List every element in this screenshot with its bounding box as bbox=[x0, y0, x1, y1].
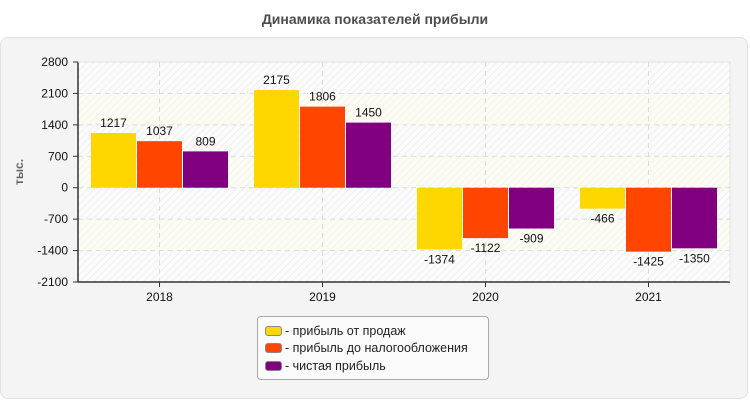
bar bbox=[580, 187, 625, 209]
bar bbox=[346, 122, 391, 188]
bar-value-label: -1425 bbox=[633, 255, 664, 269]
x-tick-label: 2018 bbox=[146, 290, 173, 304]
bar-value-label: -909 bbox=[519, 232, 543, 246]
bar bbox=[509, 187, 554, 229]
chart-title: Динамика показателей прибыли bbox=[261, 11, 489, 27]
bar-value-label: 2175 bbox=[263, 73, 290, 87]
y-tick-label: 2800 bbox=[41, 55, 68, 69]
bar bbox=[254, 90, 299, 188]
bar bbox=[137, 141, 182, 188]
bar-value-label: -466 bbox=[590, 212, 614, 226]
y-tick-label: -1400 bbox=[37, 244, 68, 258]
bar bbox=[672, 187, 717, 249]
y-tick-label: -700 bbox=[44, 212, 68, 226]
legend: - прибыль от продаж - прибыль до налогоо… bbox=[257, 316, 489, 380]
x-tick-label: 2021 bbox=[635, 290, 662, 304]
bar-value-label: 1450 bbox=[355, 106, 382, 120]
bar bbox=[463, 187, 508, 239]
bar-value-label: 1037 bbox=[146, 124, 173, 138]
bar-value-label: 809 bbox=[195, 134, 215, 148]
bars: 1217 1037 809 2175 1806 1450 -1374 -1122 -909 -46… bbox=[91, 73, 717, 269]
bar-value-label: -1350 bbox=[679, 251, 710, 265]
bar bbox=[300, 106, 345, 188]
bar bbox=[626, 187, 671, 252]
y-tick-label: 1400 bbox=[41, 118, 68, 132]
x-tick-label: 2019 bbox=[309, 290, 336, 304]
bar bbox=[183, 151, 228, 188]
x-tick-label: 2020 bbox=[472, 290, 499, 304]
legend-item-pretax-profit: - прибыль до налогообложения bbox=[265, 340, 488, 358]
bar-value-label: -1122 bbox=[471, 241, 501, 255]
legend-swatch-purple bbox=[265, 360, 282, 371]
y-tick-label: -2100 bbox=[37, 275, 68, 289]
bar-value-label: -1374 bbox=[424, 252, 455, 266]
y-tick-label: 700 bbox=[48, 149, 68, 163]
bar bbox=[417, 187, 462, 250]
plot-background bbox=[78, 62, 730, 282]
legend-swatch-orange bbox=[265, 343, 282, 354]
y-tick-label: 2100 bbox=[41, 86, 68, 100]
bar bbox=[91, 133, 136, 188]
bar-value-label: 1217 bbox=[100, 116, 127, 130]
axes: 2800 2100 1400 700 0 -700 -1400 -2100 2018 2019 20… bbox=[37, 55, 731, 304]
legend-item-sales-profit: - прибыль от продаж bbox=[265, 322, 488, 340]
y-axis-label: тыс. bbox=[12, 159, 26, 185]
legend-item-net-profit: - чистая прибыль bbox=[265, 357, 488, 375]
legend-swatch-yellow bbox=[265, 325, 282, 336]
bar-value-label: 1806 bbox=[309, 90, 336, 104]
y-tick-label: 0 bbox=[61, 181, 68, 195]
